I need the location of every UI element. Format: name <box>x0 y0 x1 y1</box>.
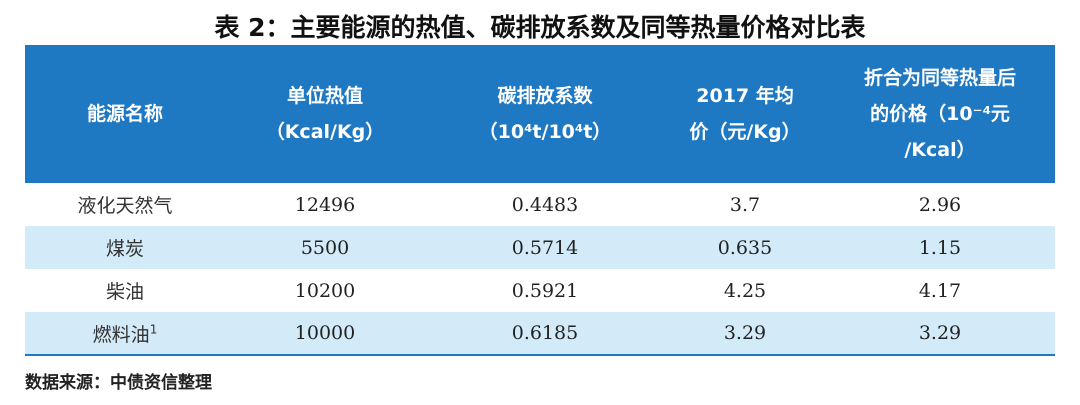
header-line: 价（元/Kg） <box>689 121 801 143</box>
heat-value-cell: 10000 <box>294 322 356 344</box>
header-line: 折合为同等热量后 <box>863 67 1016 89</box>
header-line: 2017 年均 <box>696 85 794 107</box>
equiv-price-cell: 3.29 <box>918 322 962 344</box>
energy-name: 柴油 <box>105 281 144 303</box>
header-line: 的价格（10⁻⁴元 <box>870 103 1010 125</box>
table-row: 柴油 10200 0.5921 4.25 4.17 <box>25 269 1055 312</box>
energy-name-cell: 柴油 <box>25 269 225 312</box>
header-unit-heat: 单位热值 （Kcal/Kg） <box>225 45 425 183</box>
header-row: 能源名称 单位热值 （Kcal/Kg） 碳排放系数 （10⁴t/10⁴t） 20… <box>25 45 1055 183</box>
energy-name: 液化天然气 <box>77 195 173 217</box>
header-line: 单位热值 <box>286 85 363 107</box>
footnote-marker: 1 <box>149 322 158 337</box>
header-line: 能源名称 <box>86 103 163 125</box>
header-equiv-price: 折合为同等热量后 的价格（10⁻⁴元 /Kcal） <box>825 45 1055 183</box>
energy-name-cell: 液化天然气 <box>25 183 225 226</box>
header-carbon-factor: 碳排放系数 （10⁴t/10⁴t） <box>425 45 665 183</box>
table-title: 表 2：主要能源的热值、碳排放系数及同等热量价格对比表 <box>214 13 866 42</box>
table-row: 燃料油1 10000 0.6185 3.29 3.29 <box>25 312 1055 355</box>
table-row: 液化天然气 12496 0.4483 3.7 2.96 <box>25 183 1055 226</box>
energy-comparison-table: 能源名称 单位热值 （Kcal/Kg） 碳排放系数 （10⁴t/10⁴t） 20… <box>25 45 1055 356</box>
header-line: 碳排放系数 <box>497 85 593 107</box>
data-source-note: 数据来源：中债资信整理 <box>25 373 212 393</box>
equiv-price-cell: 2.96 <box>918 193 962 216</box>
avg-price-cell: 3.7 <box>729 193 761 216</box>
heat-value-cell: 12496 <box>294 193 356 216</box>
equiv-price-cell: 4.17 <box>918 279 962 302</box>
table-row: 煤炭 5500 0.5714 0.635 1.15 <box>25 226 1055 269</box>
carbon-factor-cell: 0.5714 <box>511 236 579 259</box>
equiv-price-cell: 1.15 <box>918 236 962 259</box>
header-line: （Kcal/Kg） <box>265 121 385 143</box>
header-avg-price: 2017 年均 价（元/Kg） <box>665 45 825 183</box>
header-energy-name: 能源名称 <box>25 45 225 183</box>
heat-value-cell: 10200 <box>294 279 356 302</box>
carbon-factor-cell: 0.5921 <box>511 279 579 302</box>
avg-price-cell: 4.25 <box>723 279 767 302</box>
header-line: （10⁴t/10⁴t） <box>478 121 612 143</box>
carbon-factor-cell: 0.4483 <box>511 193 579 216</box>
energy-name-cell: 燃料油1 <box>25 312 225 355</box>
header-line: /Kcal） <box>904 139 976 161</box>
avg-price-cell: 0.635 <box>717 236 773 259</box>
heat-value-cell: 5500 <box>300 236 350 259</box>
carbon-factor-cell: 0.6185 <box>511 322 579 344</box>
energy-name-cell: 煤炭 <box>25 226 225 269</box>
avg-price-cell: 3.29 <box>723 322 767 344</box>
energy-name: 煤炭 <box>105 238 144 260</box>
energy-name: 燃料油 <box>92 323 150 346</box>
